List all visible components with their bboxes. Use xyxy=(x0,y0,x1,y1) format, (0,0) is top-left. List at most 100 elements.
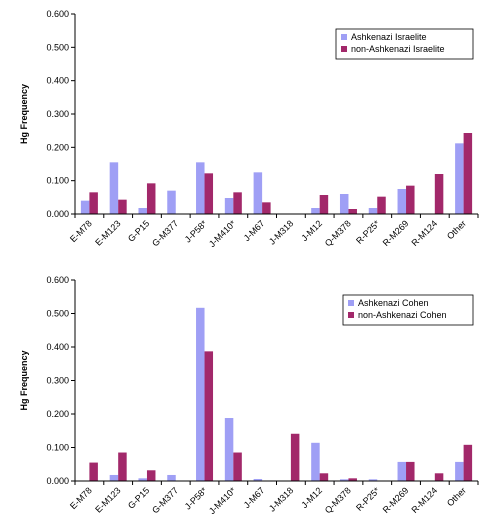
y-axis-label: Hg Frequency xyxy=(19,350,29,410)
legend-label: non-Ashkenazi Cohen xyxy=(358,310,447,320)
x-tick-label: E-M123 xyxy=(93,485,122,514)
bar xyxy=(118,199,127,214)
y-tick-label: 0.100 xyxy=(46,443,69,453)
legend-swatch xyxy=(348,300,354,306)
bar xyxy=(167,474,176,481)
x-tick-label: Q-M378 xyxy=(323,485,353,515)
x-tick-label: R-M124 xyxy=(410,485,440,515)
x-tick-label: J-M67 xyxy=(242,485,267,510)
bar xyxy=(204,173,214,214)
y-tick-label: 0.000 xyxy=(46,209,69,219)
bar xyxy=(434,174,444,214)
x-tick-label: J-M318 xyxy=(267,218,295,246)
bar xyxy=(109,162,119,214)
x-tick-label: R-M269 xyxy=(381,218,411,248)
x-tick-label: Other xyxy=(445,485,468,508)
x-tick-label: Other xyxy=(445,218,468,241)
bar xyxy=(138,478,147,481)
y-tick-label: 0.300 xyxy=(46,109,69,119)
bar xyxy=(146,470,156,481)
bar xyxy=(138,208,147,214)
bar xyxy=(348,478,357,481)
legend-label: Ashkenazi Cohen xyxy=(358,298,429,308)
y-axis-label: Hg Frequency xyxy=(19,84,29,144)
legend-box xyxy=(342,294,474,326)
bar xyxy=(204,351,214,481)
bar xyxy=(196,307,205,481)
bar xyxy=(109,474,119,481)
bar xyxy=(463,133,473,214)
x-tick-label: R-M124 xyxy=(410,218,440,248)
bar xyxy=(377,196,386,214)
x-tick-label: R-P25* xyxy=(354,485,382,513)
y-tick-label: 0.400 xyxy=(46,76,69,86)
bar xyxy=(167,190,176,214)
x-tick-label: R-P25* xyxy=(354,218,382,246)
chart-2: 0.000 0.100 0.200 0.300 0.400 0.500 0.600 E-M78… xyxy=(19,275,479,516)
legend-swatch xyxy=(341,46,347,52)
x-tick-label: E-M123 xyxy=(93,218,122,247)
bar xyxy=(224,418,234,481)
x-tick-label: J-P58* xyxy=(183,485,210,512)
bar xyxy=(89,462,98,481)
bar xyxy=(397,189,407,214)
legend-swatch xyxy=(348,312,354,318)
legend: Ashkenazi Cohen non-Ashkenazi Cohen xyxy=(342,294,474,326)
bar xyxy=(311,442,320,481)
x-tick-label: G-P15 xyxy=(126,485,151,510)
x-tick-label: J-M12 xyxy=(299,485,324,510)
y-tick-label: 0.100 xyxy=(46,176,69,186)
legend-box xyxy=(335,28,474,60)
bar xyxy=(224,198,234,214)
bar xyxy=(290,433,300,481)
legend-label: non-Ashkenazi Israelite xyxy=(351,44,445,54)
x-tick-label: J-M12 xyxy=(299,218,324,243)
bar xyxy=(368,479,378,481)
bar xyxy=(455,143,464,214)
bar xyxy=(233,192,242,214)
bar xyxy=(463,444,473,481)
bar xyxy=(118,452,127,481)
legend: Ashkenazi Israelite non-Ashkenazi Israeli… xyxy=(335,28,474,60)
y-tick-label: 0.600 xyxy=(46,275,69,285)
y-tick-label: 0.400 xyxy=(46,342,69,352)
y-tick-label: 0.000 xyxy=(46,476,69,486)
bar xyxy=(311,208,320,214)
bar xyxy=(406,461,415,481)
bar xyxy=(253,478,263,481)
x-tick-label: G-M377 xyxy=(150,485,180,515)
bar xyxy=(233,452,242,481)
bar xyxy=(368,208,378,214)
bar xyxy=(434,473,444,481)
x-tick-label: G-M377 xyxy=(150,218,180,248)
chart-1: 0.000 0.100 0.200 0.300 0.400 0.500 0.600 E-M78… xyxy=(19,9,479,249)
bar xyxy=(89,192,98,214)
bar xyxy=(196,162,205,214)
bar xyxy=(397,461,407,481)
bar xyxy=(80,200,90,214)
bar xyxy=(262,202,271,214)
legend-label: Ashkenazi Israelite xyxy=(351,32,427,42)
x-tick-label: J-P58* xyxy=(183,218,210,245)
x-tick-label: J-M410* xyxy=(207,218,238,249)
bar xyxy=(348,209,357,214)
bar xyxy=(339,194,349,214)
x-tick-label: Q-M378 xyxy=(323,218,353,248)
bar xyxy=(406,185,415,214)
y-tick-label: 0.200 xyxy=(46,142,69,152)
bar xyxy=(455,461,464,481)
x-tick-label: E-M78 xyxy=(68,218,94,244)
bar xyxy=(319,473,329,481)
y-tick-label: 0.200 xyxy=(46,409,69,419)
bar xyxy=(146,183,156,214)
y-tick-label: 0.300 xyxy=(46,376,69,386)
legend-swatch xyxy=(341,34,347,40)
bar xyxy=(319,195,329,214)
x-tick-label: G-P15 xyxy=(126,218,151,243)
y-tick-label: 0.500 xyxy=(46,42,69,52)
x-tick-label: E-M78 xyxy=(68,485,94,511)
y-tick-label: 0.600 xyxy=(46,9,69,19)
x-tick-label: J-M318 xyxy=(267,485,295,513)
x-tick-label: J-M67 xyxy=(242,218,267,243)
